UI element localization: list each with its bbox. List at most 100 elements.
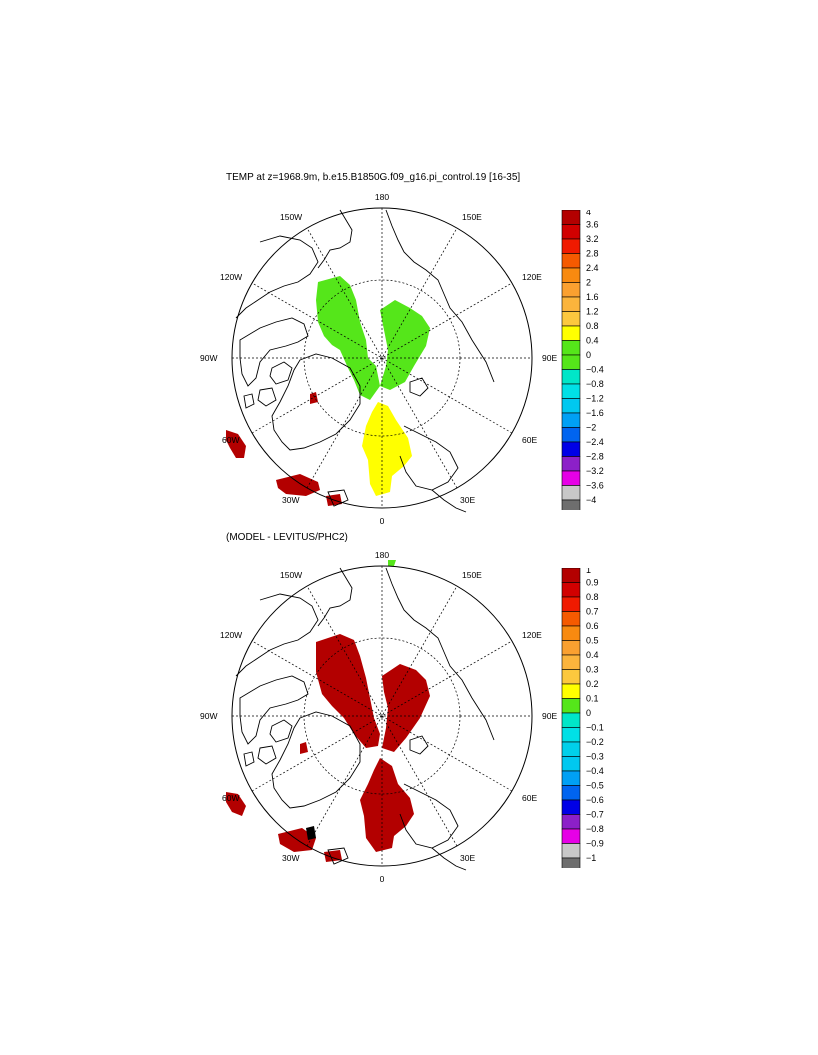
field-yellow-region: [362, 402, 412, 496]
colorbar-label: 2.8: [586, 249, 599, 259]
colorbar-label: 0.8: [586, 592, 599, 602]
colorbar-label: 1.2: [586, 307, 599, 317]
coastline-north-america: [235, 235, 319, 319]
colorbar-label: −0.7: [586, 810, 604, 820]
colorbar-box: [561, 828, 581, 844]
colorbar-box: [561, 857, 581, 868]
label-0-b: 0: [380, 874, 385, 884]
colorbar-box: [561, 427, 581, 443]
darkred-patch-small-2: [300, 742, 308, 754]
colorbar-box: [561, 814, 581, 830]
field-black-patch: [306, 826, 316, 840]
colorbar-box: [561, 369, 581, 385]
colorbar-box: [561, 267, 581, 283]
label-0: 0: [380, 516, 385, 526]
colorbar-label: 0.3: [586, 665, 599, 675]
field-darkred-main: [226, 634, 430, 862]
coastline-canada-islands-2: [243, 719, 293, 767]
label-30e: 30E: [460, 495, 475, 505]
label-120w: 120W: [220, 272, 242, 282]
colorbar-box: [561, 698, 581, 714]
label-180-b: 180: [375, 550, 389, 560]
colorbar-box: [561, 625, 581, 641]
darkred-patch-small: [310, 392, 318, 404]
colorbar-label: 0: [586, 350, 591, 360]
colorbar-box: [561, 470, 581, 486]
label-60w: 60W: [222, 435, 239, 445]
colorbar-label: 1.6: [586, 292, 599, 302]
field-green-patch: [388, 560, 396, 566]
darkred-patch-labrador: [226, 430, 246, 458]
coastline-greenland-2: [271, 711, 361, 809]
colorbar-box: [561, 756, 581, 772]
colorbar-label: 0.4: [586, 650, 599, 660]
colorbar-label: −3.2: [586, 466, 604, 476]
colorbar-label: −0.4: [586, 365, 604, 375]
colorbar-label: −0.1: [586, 723, 604, 733]
darkred-region-west: [316, 634, 380, 748]
colorbar-label: −0.4: [586, 766, 604, 776]
colorbar-label: −4: [586, 495, 596, 505]
coastline-svalbard: [409, 377, 429, 397]
graticule: [232, 208, 532, 508]
colorbar-box: [561, 669, 581, 685]
label-90w-b: 90W: [200, 711, 217, 721]
colorbar-label: −2.4: [586, 437, 604, 447]
colorbar-box: [561, 640, 581, 656]
coastline-canada-archipelago-2: [239, 675, 309, 745]
label-90e: 90E: [542, 353, 557, 363]
label-60e: 60E: [522, 435, 537, 445]
colorbar-box: [561, 568, 581, 583]
label-180: 180: [375, 192, 389, 202]
colorbar-label: 0.9: [586, 578, 599, 588]
colorbar-label: −0.9: [586, 839, 604, 849]
colorbar-box: [561, 485, 581, 501]
colorbar-label: 0.6: [586, 621, 599, 631]
colorbar-temperature: 4 3.6 3.2 2.8 2.4 2 1.6 1.2 0.8 0.4 0 −0.4 −0.8 −1.2 −…: [561, 210, 604, 510]
colorbar-box: [561, 683, 581, 699]
colorbar-box: [561, 398, 581, 414]
colorbar-label: 0.2: [586, 679, 599, 689]
label-120w-b: 120W: [220, 630, 242, 640]
coastline-canada-archipelago: [239, 317, 309, 387]
colorbar-label: 0.7: [586, 607, 599, 617]
colorbar-box: [561, 456, 581, 472]
colorbar-box: [561, 785, 581, 801]
colorbar-label: −1.2: [586, 394, 604, 404]
coastline-europe-2: [431, 847, 467, 871]
colorbar-label: 0.1: [586, 694, 599, 704]
darkred-region-south: [360, 758, 414, 852]
colorbar-box: [561, 843, 581, 859]
colorbar-box: [561, 296, 581, 312]
coastline-greenland: [271, 353, 361, 451]
colorbar-label: −0.8: [586, 379, 604, 389]
coastline-iceland: [327, 489, 349, 507]
coastline-alaska-2: [317, 567, 353, 627]
coastline-canada-islands: [243, 361, 293, 409]
colorbar-label: 2: [586, 278, 591, 288]
colorbar-box: [561, 253, 581, 269]
label-150w-b: 150W: [280, 570, 302, 580]
colorbar-label: 0.4: [586, 336, 599, 346]
colorbar-label: 0.8: [586, 321, 599, 331]
label-150e-b: 150E: [462, 570, 482, 580]
darkred-region-east: [382, 664, 430, 752]
colorbar-difference: 1 0.9 0.8 0.7 0.6 0.5 0.4 0.3 0.2 0.1 0 −0.1 −0.2 −0.…: [561, 568, 604, 868]
coastline-svalbard-2: [409, 735, 429, 755]
colorbar-box: [561, 282, 581, 298]
label-30w: 30W: [282, 495, 299, 505]
colorbar-label: 4: [586, 210, 591, 217]
label-90w: 90W: [200, 353, 217, 363]
label-30w-b: 30W: [282, 853, 299, 863]
colorbar-box: [561, 499, 581, 510]
polar-map-temperature: 180 0 150W 150E 120W 120E 90W 90E 60W 60…: [200, 192, 557, 526]
map-boundary-2: [231, 565, 533, 867]
colorbar-box: [561, 224, 581, 240]
darkred-patch-labrador-2: [226, 792, 246, 816]
colorbar-label: −0.5: [586, 781, 604, 791]
colorbar-label: −0.3: [586, 752, 604, 762]
colorbar-label: 3.2: [586, 234, 599, 244]
colorbar-box: [561, 654, 581, 670]
darkred-patch-greenland-sea: [276, 474, 320, 496]
colorbar-box: [561, 799, 581, 815]
